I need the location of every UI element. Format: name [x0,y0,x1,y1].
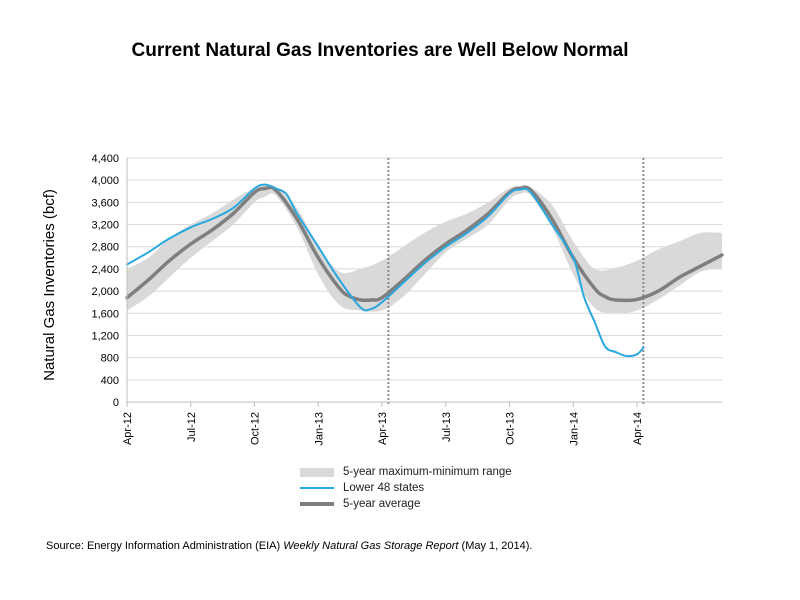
series-lines [125,183,724,358]
gridlines [127,157,722,381]
y-tick-label: 3,200 [91,220,119,232]
y-axis-label: Natural Gas Inventories (bcf) [41,189,58,381]
legend-label-average: 5-year average [343,498,421,510]
range-band-layer [127,184,722,314]
dashed-vlines [387,158,645,406]
x-tick-label: Apr-14 [632,412,644,445]
source-report-title: Weekly Natural Gas Storage Report [283,540,459,552]
x-tick-label: Jan-13 [313,412,325,446]
y-tick-label: 0 [113,397,119,409]
legend-item-range: 5-year maximum-minimum range [300,464,512,480]
x-tick-label: Oct-12 [250,412,262,445]
y-tick-label: 800 [101,353,119,365]
y-tick-label: 4,400 [91,153,119,165]
legend-swatch-lower48 [300,487,334,489]
x-tick-label: Jul-12 [186,412,198,442]
x-tick-label: Apr-12 [122,412,134,445]
source-suffix: (May 1, 2014). [458,540,533,552]
y-tick-label: 2,400 [91,264,119,276]
x-tick-label: Jul-13 [441,412,453,442]
range-band [127,184,722,314]
source-note: Source: Energy Information Administratio… [46,540,532,552]
y-tick-label: 1,200 [91,330,119,342]
chart-title: Current Natural Gas Inventories are Well… [131,40,629,61]
y-tick-label: 400 [101,375,119,387]
y-tick-label: 3,600 [91,197,119,209]
legend-swatch-range [300,467,334,477]
x-tick-label: Oct-13 [505,412,517,445]
y-tick-label: 2,000 [91,286,119,298]
legend-swatch-average [300,502,334,506]
series-line-lower48 [126,183,645,358]
x-tick-labels: Apr-12 Jul-12 Oct-12 Jan-13 Apr-13 Jul-13 Oct-… [122,412,644,446]
series-line-average [125,185,724,303]
legend-item-average: 5-year average [300,496,512,512]
axes [126,158,722,407]
legend-label-range: 5-year maximum-minimum range [343,466,512,478]
y-tick-label: 1,600 [91,308,119,320]
y-tick-label: 4,000 [91,175,119,187]
x-tick-label: Jan-14 [568,412,580,446]
y-tick-label: 2,800 [91,242,119,254]
legend-label-lower48: Lower 48 states [343,482,425,494]
source-prefix: Source: Energy Information Administratio… [46,540,284,552]
legend-item-lower48: Lower 48 states [300,480,512,496]
x-tick-label: Apr-13 [377,412,389,445]
y-tick-labels: 0 400 800 1,200 1,600 2,000 2,400 2,800 3,200 3,6… [91,153,119,409]
legend: 5-year maximum-minimum range Lower 48 st… [300,464,512,512]
